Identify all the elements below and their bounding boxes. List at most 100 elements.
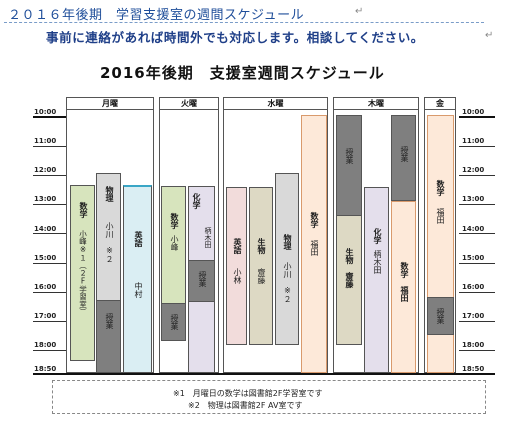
slot-monday-class: 授業 bbox=[96, 300, 121, 373]
slot-tuesday-math: 数学 小峰 bbox=[161, 186, 186, 306]
subject-label: 英語 bbox=[134, 231, 143, 247]
slot-monday-math: 数学 小峰※１（２F学習室） bbox=[70, 185, 95, 361]
time-label-right-1300: 13:00 bbox=[462, 195, 485, 203]
day-header-tuesday: 火曜 bbox=[160, 98, 218, 110]
teacher-label: 齋藤 bbox=[257, 268, 266, 284]
subject-label: 物理 bbox=[105, 186, 114, 202]
slot-wednesday-biology: 生物 齋藤 bbox=[249, 187, 273, 345]
time-label-1800: 18:00 bbox=[34, 341, 57, 349]
document-title: ２０１６年後期 学習支援室の週間スケジュール bbox=[8, 8, 305, 23]
slot-monday-english: 英語 中村 bbox=[123, 185, 152, 373]
teacher-label: 柄木田 bbox=[204, 227, 212, 248]
slot-thursday-chemistry: 化学 柄木田 bbox=[364, 187, 389, 373]
time-label-1200: 12:00 bbox=[34, 166, 57, 174]
busy-label: 授業 bbox=[105, 313, 114, 329]
tick-left bbox=[33, 146, 66, 147]
tick-right bbox=[459, 233, 495, 234]
time-label-right-1700: 17:00 bbox=[462, 312, 485, 320]
time-label-1700: 17:00 bbox=[34, 312, 57, 320]
footnote-1: ※1 月曜日の数学は図書館2F学習室です bbox=[173, 389, 323, 398]
tick-right bbox=[459, 321, 495, 322]
teacher-label: 福田 bbox=[436, 208, 445, 224]
subject-label: 数学 bbox=[310, 212, 319, 228]
time-label-1500: 15:00 bbox=[34, 254, 57, 262]
busy-label: 授業 bbox=[170, 314, 179, 330]
busy-label: 授業 bbox=[198, 271, 207, 287]
day-header-friday: 金 bbox=[425, 98, 455, 110]
time-label-right-1500: 15:00 bbox=[462, 254, 485, 262]
title-underline bbox=[4, 22, 484, 23]
teacher-label: 小峰※１（２F学習室） bbox=[78, 230, 88, 316]
day-header-monday: 月曜 bbox=[67, 98, 153, 110]
time-label-1000: 10:00 bbox=[34, 108, 57, 116]
time-label-1850: 18:50 bbox=[34, 365, 57, 373]
teacher-label: 小川 ※２ bbox=[105, 222, 114, 263]
slot-wednesday-physics: 物理 小川 ※２ bbox=[275, 173, 299, 345]
day-header-thursday: 木曜 bbox=[334, 98, 418, 110]
busy-label: 授業 bbox=[345, 148, 354, 164]
tick-left bbox=[33, 321, 66, 322]
slot-thursday-biology: 生物 齋藤 bbox=[336, 215, 362, 345]
tick-right bbox=[459, 292, 495, 293]
time-label-right-1850: 18:50 bbox=[462, 365, 485, 373]
tick-left bbox=[33, 263, 66, 264]
time-label-right-1800: 18:00 bbox=[462, 341, 485, 349]
teacher-label: 柄木田 bbox=[373, 250, 382, 274]
time-label-right-1600: 16:00 bbox=[462, 283, 485, 291]
teacher-label: 福田 bbox=[310, 240, 319, 256]
time-label-right-1400: 14:00 bbox=[462, 225, 485, 233]
subject-label: 生物 bbox=[257, 238, 266, 254]
busy-label: 授業 bbox=[400, 146, 409, 162]
slot-friday-class: 授業 bbox=[427, 297, 454, 335]
slot-tuesday-class-1: 授業 bbox=[161, 303, 186, 341]
teacher-label: 中村 bbox=[134, 282, 143, 298]
time-label-right-1100: 11:00 bbox=[462, 137, 485, 145]
paragraph-mark: ↵ bbox=[355, 6, 364, 17]
time-label-1300: 13:00 bbox=[34, 195, 57, 203]
slot-monday-physics: 物理 小川 ※２ bbox=[96, 173, 121, 318]
time-label-1600: 16:00 bbox=[34, 283, 57, 291]
footnotes-box: ※1 月曜日の数学は図書館2F学習室です ※2 物理は図書館2F AV室です bbox=[52, 380, 486, 414]
top-rule-left bbox=[33, 116, 66, 118]
subject-label: 数学 bbox=[79, 202, 88, 218]
day-column-wednesday bbox=[223, 97, 328, 373]
tick-right bbox=[459, 263, 495, 264]
tick-left bbox=[33, 233, 66, 234]
time-label-right-1200: 12:00 bbox=[462, 166, 485, 174]
tick-left bbox=[33, 292, 66, 293]
tick-left bbox=[33, 175, 66, 176]
busy-label: 授業 bbox=[436, 308, 445, 324]
subject-label: 物理 bbox=[283, 234, 292, 250]
subject-teacher-label: 生物 齋藤 bbox=[345, 248, 354, 288]
tick-right bbox=[459, 175, 495, 176]
slot-wednesday-english: 英語 小林 bbox=[226, 187, 247, 345]
time-label-1100: 11:00 bbox=[34, 137, 57, 145]
slot-wednesday-math: 数学 福田 bbox=[301, 115, 327, 373]
tick-right bbox=[459, 204, 495, 205]
subject-label: 数学 bbox=[436, 180, 445, 196]
footnote-2: ※2 物理は図書館2F AV室です bbox=[188, 401, 303, 410]
schedule-title: 2016年後期 支援室週間スケジュール bbox=[100, 64, 385, 82]
subject-label: 化学 bbox=[373, 228, 382, 244]
tick-right bbox=[459, 146, 495, 147]
bottom-rule bbox=[33, 373, 495, 375]
top-rule-right bbox=[459, 116, 495, 118]
teacher-label: 小峰 bbox=[170, 235, 179, 251]
contact-note: 事前に連絡があれば時間外でも対応します。相談してください。 bbox=[46, 30, 424, 45]
day-header-wednesday: 水曜 bbox=[224, 98, 327, 110]
subject-label: 化学 bbox=[192, 193, 201, 209]
time-label-right-1000: 10:00 bbox=[462, 108, 485, 116]
slot-thursday-class-1: 授業 bbox=[336, 115, 362, 216]
tick-left bbox=[33, 204, 66, 205]
tick-left bbox=[33, 350, 66, 351]
paragraph-mark-2: ↵ bbox=[485, 30, 494, 41]
slot-tuesday-class-2: 授業 bbox=[188, 260, 215, 302]
slot-thursday-class-2: 授業 bbox=[391, 115, 416, 201]
teacher-label: 小林 bbox=[233, 268, 242, 284]
tick-right bbox=[459, 350, 495, 351]
subject-label: 英語 bbox=[233, 238, 242, 254]
teacher-label: 小川 ※２ bbox=[283, 262, 292, 303]
time-label-1400: 14:00 bbox=[34, 225, 57, 233]
slot-thursday-math: 数学 福田 bbox=[391, 201, 416, 373]
subject-teacher-label: 数学 福田 bbox=[400, 262, 409, 302]
